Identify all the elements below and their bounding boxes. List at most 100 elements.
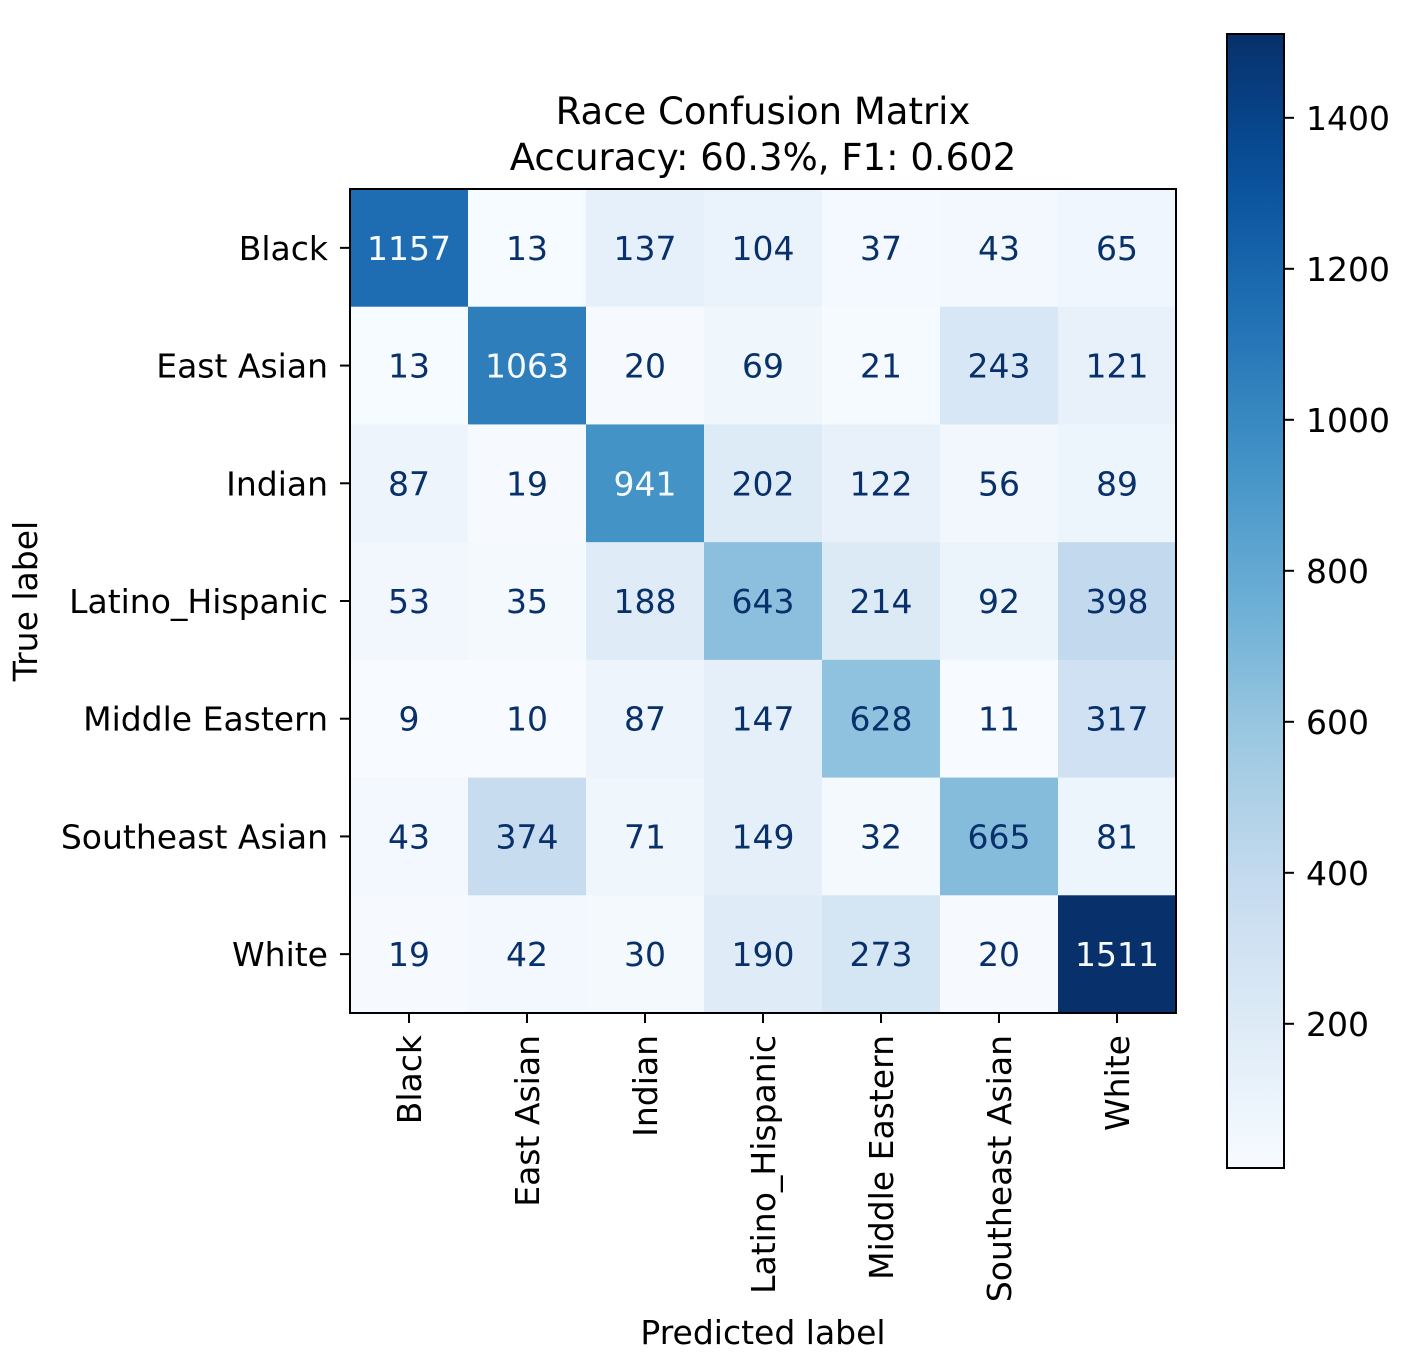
heatmap-cell (468, 659, 587, 779)
cell-value-label: 190 (732, 935, 795, 974)
heatmap-cell (822, 659, 941, 779)
y-tick-label: White (232, 935, 328, 974)
cell-value-label: 21 (860, 347, 902, 386)
heatmap-cell (350, 777, 469, 896)
cell-value-label: 11 (978, 700, 1020, 739)
heatmap-cell (704, 306, 823, 425)
heatmap-cell (468, 189, 587, 308)
heatmap-cell (822, 777, 941, 896)
y-tick-label: East Asian (156, 347, 328, 386)
heatmap-cell (468, 895, 587, 1014)
cell-value-label: 19 (506, 464, 548, 503)
heatmap-cell (704, 777, 823, 896)
heatmap-cell (350, 189, 469, 308)
heatmap-cell (586, 659, 705, 779)
heatmap-cell (1058, 542, 1177, 661)
cell-value-label: 43 (978, 229, 1020, 268)
heatmap-cell (350, 424, 469, 543)
cell-value-label: 87 (388, 464, 430, 503)
heatmap-cell (350, 306, 469, 425)
cell-value-label: 188 (614, 582, 677, 621)
y-tick-label: Latino_Hispanic (69, 582, 328, 621)
heatmap-cells (350, 189, 1177, 1014)
cell-value-label: 53 (388, 582, 430, 621)
cell-value-label: 628 (850, 700, 913, 739)
heatmap-cell (822, 189, 941, 308)
x-axis-label: Predicted label (640, 1313, 885, 1352)
x-tick-label: Indian (626, 1035, 665, 1137)
cell-value-label: 137 (614, 229, 677, 268)
heatmap-cell (1058, 895, 1177, 1014)
heatmap-cell (940, 424, 1059, 543)
cell-value-label: 37 (860, 229, 902, 268)
colorbar-tick-label: 200 (1306, 1005, 1369, 1044)
cell-value-label: 398 (1086, 582, 1149, 621)
cell-value-label: 149 (732, 817, 795, 856)
cell-value-label: 243 (968, 347, 1031, 386)
y-tick-label: Middle Eastern (83, 700, 328, 739)
heatmap-cell (586, 895, 705, 1014)
heatmap-cell (822, 895, 941, 1014)
x-tick-label: Latino_Hispanic (744, 1035, 783, 1294)
x-tick-label: White (1098, 1035, 1137, 1131)
heatmap-cell (704, 424, 823, 543)
cell-value-label: 89 (1096, 464, 1138, 503)
heatmap-cell (586, 306, 705, 425)
cell-value-label: 104 (732, 229, 795, 268)
cell-value-label: 1157 (367, 229, 451, 268)
cell-value-label: 69 (742, 347, 784, 386)
x-tick-label: Southeast Asian (980, 1035, 1019, 1302)
heatmap-cell (704, 189, 823, 308)
colorbar (1226, 33, 1285, 1169)
cell-value-label: 273 (850, 935, 913, 974)
cell-value-label: 19 (388, 935, 430, 974)
colorbar-tick-label: 1000 (1306, 401, 1390, 440)
cell-value-label: 43 (388, 817, 430, 856)
cell-value-label: 71 (624, 817, 666, 856)
heatmap-cell (1058, 659, 1177, 779)
heatmap-cell (1058, 306, 1177, 425)
cell-value-label: 87 (624, 700, 666, 739)
colorbar-tick-label: 400 (1306, 854, 1369, 893)
cell-value-label: 1063 (485, 347, 569, 386)
cell-value-label: 81 (1096, 817, 1138, 856)
cell-value-label: 202 (732, 464, 795, 503)
cell-value-label: 42 (506, 935, 548, 974)
heatmap-cell (350, 542, 469, 661)
colorbar-tick-label: 600 (1306, 703, 1369, 742)
heatmap-cell (468, 777, 587, 896)
chart-subtitle: Accuracy: 60.3%, F1: 0.602 (510, 136, 1017, 179)
cell-value-label: 13 (388, 347, 430, 386)
cell-value-label: 30 (624, 935, 666, 974)
cell-value-label: 121 (1086, 347, 1149, 386)
cell-value-label: 941 (614, 464, 677, 503)
cell-value-label: 214 (850, 582, 913, 621)
heatmap-cell (704, 895, 823, 1014)
heatmap-cell (940, 659, 1059, 779)
heatmap-cell (468, 306, 587, 425)
cell-value-label: 20 (978, 935, 1020, 974)
cell-value-label: 32 (860, 817, 902, 856)
heatmap-cell (822, 424, 941, 543)
heatmap-cell (704, 542, 823, 661)
colorbar-tick-label: 800 (1306, 552, 1369, 591)
heatmap-cell (1058, 424, 1177, 543)
cell-value-label: 10 (506, 700, 548, 739)
y-axis-label: True label (6, 521, 45, 682)
cell-value-label: 20 (624, 347, 666, 386)
x-tick-label: Middle Eastern (862, 1035, 901, 1280)
cell-value-label: 374 (496, 817, 559, 856)
cell-value-label: 665 (968, 817, 1031, 856)
heatmap-cell (940, 189, 1059, 308)
y-tick-label: Black (239, 229, 329, 268)
heatmap-cell (940, 777, 1059, 896)
x-tick-label: Black (390, 1034, 429, 1124)
heatmap-cell (940, 895, 1059, 1014)
heatmap-cell (822, 542, 941, 661)
colorbar-ticks: 200 400 600 800 1000 1200 1400 (1284, 99, 1390, 1044)
heatmap-cell (468, 542, 587, 661)
y-tick-label: Indian (226, 464, 328, 503)
y-axis-ticks: Black East Asian Indian Latino_Hispanic Midd… (61, 229, 350, 974)
cell-value-label: 317 (1086, 700, 1149, 739)
cell-value-label: 65 (1096, 229, 1138, 268)
